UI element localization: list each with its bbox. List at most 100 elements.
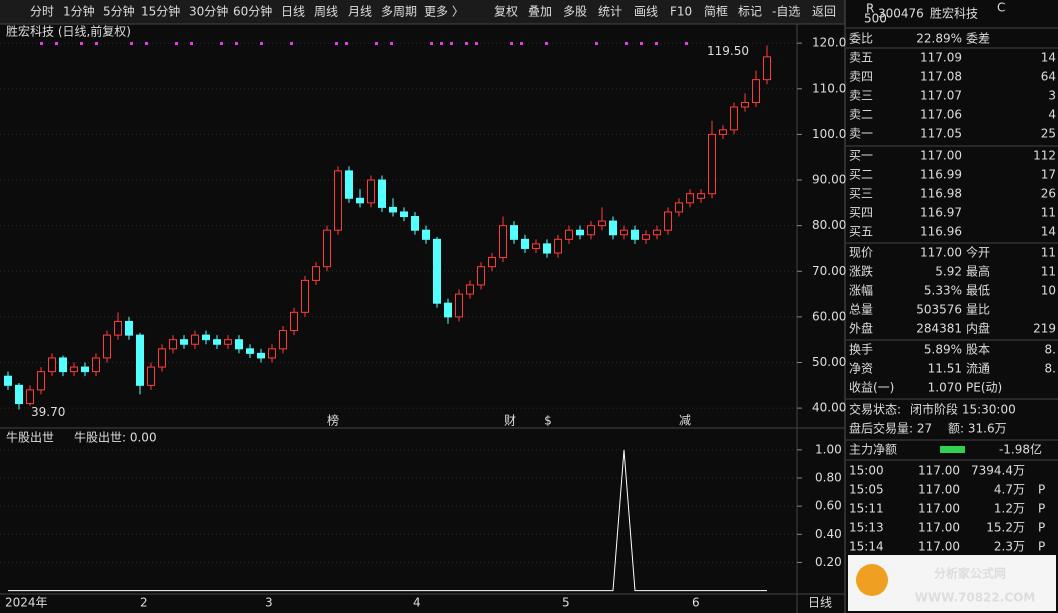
event-marker: 榜 xyxy=(327,413,339,428)
y-tick-label: 0.80 xyxy=(815,471,842,485)
label: 收益(一) xyxy=(849,381,894,395)
candle-body xyxy=(213,339,221,345)
candle-body xyxy=(301,279,309,313)
candle-body xyxy=(103,334,111,359)
signal-dot xyxy=(450,42,453,45)
period-button[interactable]: 60分钟 xyxy=(233,4,272,19)
candle-body xyxy=(642,234,650,240)
label: 量比 xyxy=(966,303,990,317)
flag: P xyxy=(1038,483,1045,497)
y-tick-label: 40.00 xyxy=(812,401,846,415)
y-tick-label: 70.00 xyxy=(812,264,846,278)
candle-body xyxy=(488,257,496,268)
candle-body xyxy=(224,339,232,345)
value: 5.92 xyxy=(935,265,962,279)
signal-dot xyxy=(345,42,348,45)
signal-dot xyxy=(95,42,98,45)
price: 117.00 xyxy=(920,149,962,163)
candle-body xyxy=(631,229,639,240)
period-button[interactable]: 15分钟 xyxy=(141,4,180,19)
signal-dot xyxy=(685,42,688,45)
price: 116.98 xyxy=(920,187,962,201)
period-button[interactable]: 分时 xyxy=(30,5,54,19)
tool-button[interactable]: 简框 xyxy=(704,5,728,19)
tool-button[interactable]: 叠加 xyxy=(528,5,552,19)
x-tick-label: 6 xyxy=(692,596,700,610)
candle-body xyxy=(510,225,518,240)
period-button[interactable]: 周线 xyxy=(314,5,338,19)
tool-button[interactable]: 画线 xyxy=(634,5,658,19)
candle-body xyxy=(587,225,595,236)
tool-button[interactable]: 返回 xyxy=(812,5,836,19)
signal-dot xyxy=(130,42,133,45)
y-tick-label: 0.20 xyxy=(815,555,842,569)
tool-button[interactable]: 复权 xyxy=(494,5,518,19)
value: 11.51 xyxy=(928,362,962,376)
price: 116.99 xyxy=(920,168,962,182)
price: 117.00 xyxy=(918,464,960,478)
toolbar xyxy=(0,0,845,24)
value: 8. xyxy=(1045,362,1056,376)
candle-body xyxy=(708,133,716,195)
label: 盘后交易量: 27 xyxy=(849,421,932,436)
signal-dot xyxy=(55,42,58,45)
label: 卖一 xyxy=(849,127,873,141)
candle-body xyxy=(257,352,265,359)
period-button[interactable]: 30分钟 xyxy=(189,4,228,19)
label: 最低 xyxy=(966,284,990,298)
y-tick-label: 90.00 xyxy=(812,173,846,187)
period-button[interactable]: 多周期 xyxy=(381,5,417,19)
indicator-readout: 牛股出世: 0.00 xyxy=(74,430,157,445)
label: 净资 xyxy=(849,362,873,376)
high-label: 119.50 xyxy=(707,44,749,58)
candle-body xyxy=(147,366,155,386)
flag: C xyxy=(997,1,1005,15)
volume: 25 xyxy=(1041,127,1056,141)
tool-button[interactable]: 统计 xyxy=(598,5,622,19)
signal-dot xyxy=(655,42,658,45)
tool-button[interactable]: -自选 xyxy=(772,5,800,19)
volume: 2.3万 xyxy=(994,540,1025,554)
tool-button[interactable]: 多股 xyxy=(563,5,587,19)
signal-dot xyxy=(625,42,628,45)
candle-body xyxy=(686,193,694,204)
tool-button[interactable]: F10 xyxy=(670,5,692,19)
candle-body xyxy=(158,348,166,368)
y-tick-label: 50.00 xyxy=(812,355,846,369)
price: 116.97 xyxy=(920,206,962,220)
candle-body xyxy=(235,339,243,350)
label: 现价 xyxy=(849,246,873,260)
candle-body xyxy=(455,293,463,318)
y-tick-label: 110.0 xyxy=(812,81,846,95)
period-button[interactable]: 日线 xyxy=(281,5,305,19)
period-button[interactable]: 月线 xyxy=(348,5,372,19)
price: 117.00 xyxy=(918,540,960,554)
candle-body xyxy=(499,225,507,259)
period-button[interactable]: 5分钟 xyxy=(103,4,135,19)
y-tick-label: 0.60 xyxy=(815,499,842,513)
volume: 14 xyxy=(1041,51,1056,65)
period-button[interactable]: 1分钟 xyxy=(63,4,95,19)
candle-body xyxy=(26,389,34,405)
price: 117.08 xyxy=(920,70,962,84)
candle-body xyxy=(345,170,353,199)
x-tick-label: 2024年 xyxy=(5,596,48,610)
candle-body xyxy=(532,243,540,249)
period-button[interactable]: 更多 〉 xyxy=(424,5,464,19)
candle-body xyxy=(169,339,177,350)
time: 15:13 xyxy=(849,521,884,535)
label: 换手 xyxy=(849,343,873,357)
candle-body xyxy=(719,129,727,135)
volume: 14 xyxy=(1041,225,1056,239)
event-marker: 财 xyxy=(504,414,516,428)
tool-button[interactable]: 标记 xyxy=(738,5,762,19)
price: 116.96 xyxy=(920,225,962,239)
candle-body xyxy=(576,229,584,236)
time: 15:14 xyxy=(849,540,884,554)
volume: 7394.4万 xyxy=(971,464,1025,478)
value: 8. xyxy=(1045,343,1056,357)
x-tick-label: 3 xyxy=(265,596,273,610)
y-tick-label: 100.0 xyxy=(812,127,846,141)
signal-dot xyxy=(145,42,148,45)
